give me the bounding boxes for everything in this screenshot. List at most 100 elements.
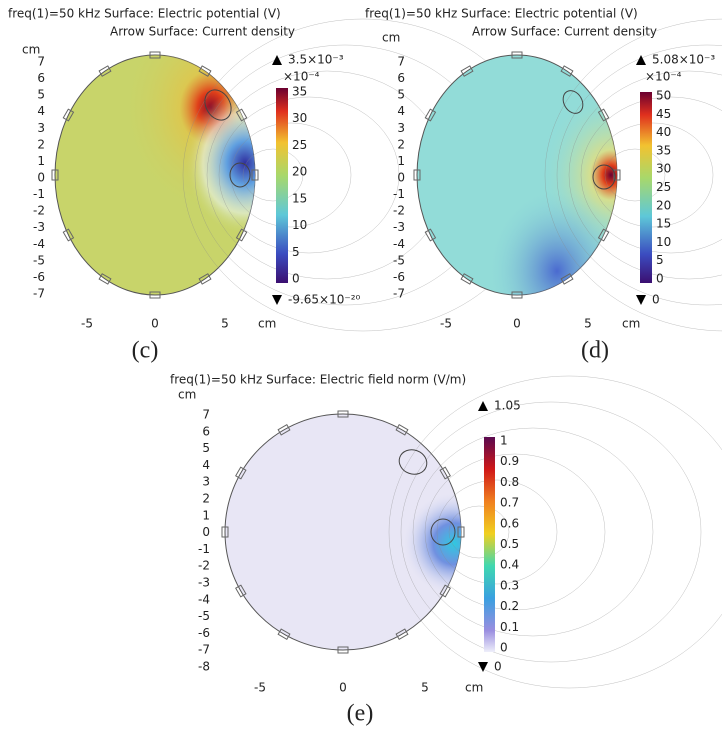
x-tick-label: -5 [254, 681, 266, 695]
panel-title: freq(1)=50 kHz Surface: Electric potenti… [365, 7, 638, 21]
electrode [277, 424, 291, 436]
electrode [511, 51, 523, 59]
panel-title: freq(1)=50 kHz Surface: Electric potenti… [8, 7, 281, 21]
y-tick-label: 4 [202, 458, 210, 472]
y-tick-label: 5 [397, 88, 405, 102]
colorbar-tick-label: 25 [292, 138, 307, 152]
panel-title: Arrow Surface: Current density [472, 25, 657, 39]
electrode-hole [592, 164, 616, 190]
colorbar-tick-label: 0.6 [500, 516, 519, 530]
y-tick-label: 6 [202, 424, 210, 438]
electrode [98, 273, 112, 285]
electrode-hole [229, 162, 251, 188]
electrode [439, 584, 451, 598]
electrode [198, 273, 212, 285]
colorbar-tick-label: 0.8 [500, 475, 519, 489]
y-tick-label: -3 [393, 220, 405, 234]
y-tick-label: 7 [37, 55, 45, 69]
y-tick-label: 1 [202, 508, 210, 522]
min-marker [478, 662, 488, 672]
streamline [400, 401, 702, 663]
colorbar-tick-label: 0 [292, 272, 300, 286]
colorbar-tick-label: 20 [292, 165, 307, 179]
max-marker [272, 55, 282, 65]
electrode [597, 228, 610, 242]
y-unit: cm [382, 31, 400, 45]
field-overlay [417, 55, 617, 295]
electrode [149, 51, 161, 59]
streamline [556, 44, 722, 306]
y-tick-label: 5 [37, 88, 45, 102]
y-tick-label: 7 [397, 55, 405, 69]
max-marker [636, 55, 646, 65]
y-tick-label: -3 [33, 220, 45, 234]
colorbar-tick-label: 0 [500, 641, 508, 655]
electrode-hole [562, 90, 584, 114]
y-tick-label: -2 [33, 204, 45, 218]
x-unit: cm [258, 317, 276, 331]
y-tick-label: 1 [397, 154, 405, 168]
colorbar-tick-label: 35 [292, 85, 307, 99]
colorbar-tick-label: 15 [656, 217, 671, 231]
field-overlay [225, 414, 461, 650]
colorbar-tick-label: 0.4 [500, 558, 519, 572]
y-tick-label: 3 [397, 121, 405, 135]
colorbar-min: -9.65×10⁻²⁰ [288, 293, 361, 307]
colorbar-scale: ×10⁻⁴ [283, 70, 320, 84]
electrode [395, 628, 409, 640]
streamline [580, 96, 722, 254]
electrode [439, 466, 451, 480]
panel-title: Arrow Surface: Current density [110, 25, 295, 39]
electrode [235, 228, 248, 242]
y-tick-label: -7 [393, 286, 405, 300]
streamline [568, 70, 722, 280]
electrode [424, 108, 437, 122]
y-tick-label: -8 [198, 660, 210, 674]
x-tick-label: 0 [339, 681, 347, 695]
streamline [230, 122, 352, 228]
panel: freq(1)=50 kHz Surface: Electric potenti… [8, 7, 544, 364]
colorbar-tick-label: 0.9 [500, 454, 519, 468]
y-tick-label: 6 [37, 71, 45, 85]
colorbar-tick-label: 45 [656, 107, 671, 121]
electrode-hole [204, 89, 232, 121]
y-tick-label: 0 [37, 170, 45, 184]
y-tick-label: 4 [37, 104, 45, 118]
colorbar-tick-label: 5 [292, 245, 300, 259]
colorbar-tick-label: 5 [656, 253, 664, 267]
colorbar-tick-label: 10 [656, 235, 671, 249]
streamline [424, 453, 606, 611]
y-tick-label: 6 [397, 71, 405, 85]
electrode [560, 65, 574, 77]
panels: freq(1)=50 kHz Surface: Electric potenti… [8, 7, 722, 727]
colorbar-tick-label: 10 [292, 218, 307, 232]
y-tick-label: -5 [198, 609, 210, 623]
colorbar-tick-label: 0.3 [500, 578, 519, 592]
electrode [597, 108, 610, 122]
colorbar-tick-label: 0.7 [500, 496, 519, 510]
streamline [412, 427, 654, 637]
electrode [62, 228, 75, 242]
electrode [62, 108, 75, 122]
colorbar-max: 5.08×10⁻³ [652, 53, 715, 67]
y-tick-label: -5 [33, 253, 45, 267]
colorbar-max: 1.05 [494, 399, 521, 413]
streamline [218, 96, 400, 254]
streamline [544, 18, 722, 332]
y-tick-label: 2 [37, 137, 45, 151]
y-tick-label: 2 [397, 137, 405, 151]
y-tick-label: 0 [202, 525, 210, 539]
electrode [221, 526, 229, 538]
colorbar-tick-label: 35 [656, 143, 671, 157]
colorbar-tick-label: 0.5 [500, 537, 519, 551]
electrode [511, 291, 523, 299]
electrode [235, 584, 247, 598]
panel-label: (d) [581, 338, 609, 364]
colorbar-tick-label: 20 [656, 198, 671, 212]
y-tick-label: -5 [393, 253, 405, 267]
electrode [251, 169, 259, 181]
y-tick-label: 3 [202, 475, 210, 489]
electrode [98, 65, 112, 77]
x-tick-label: 5 [421, 681, 429, 695]
